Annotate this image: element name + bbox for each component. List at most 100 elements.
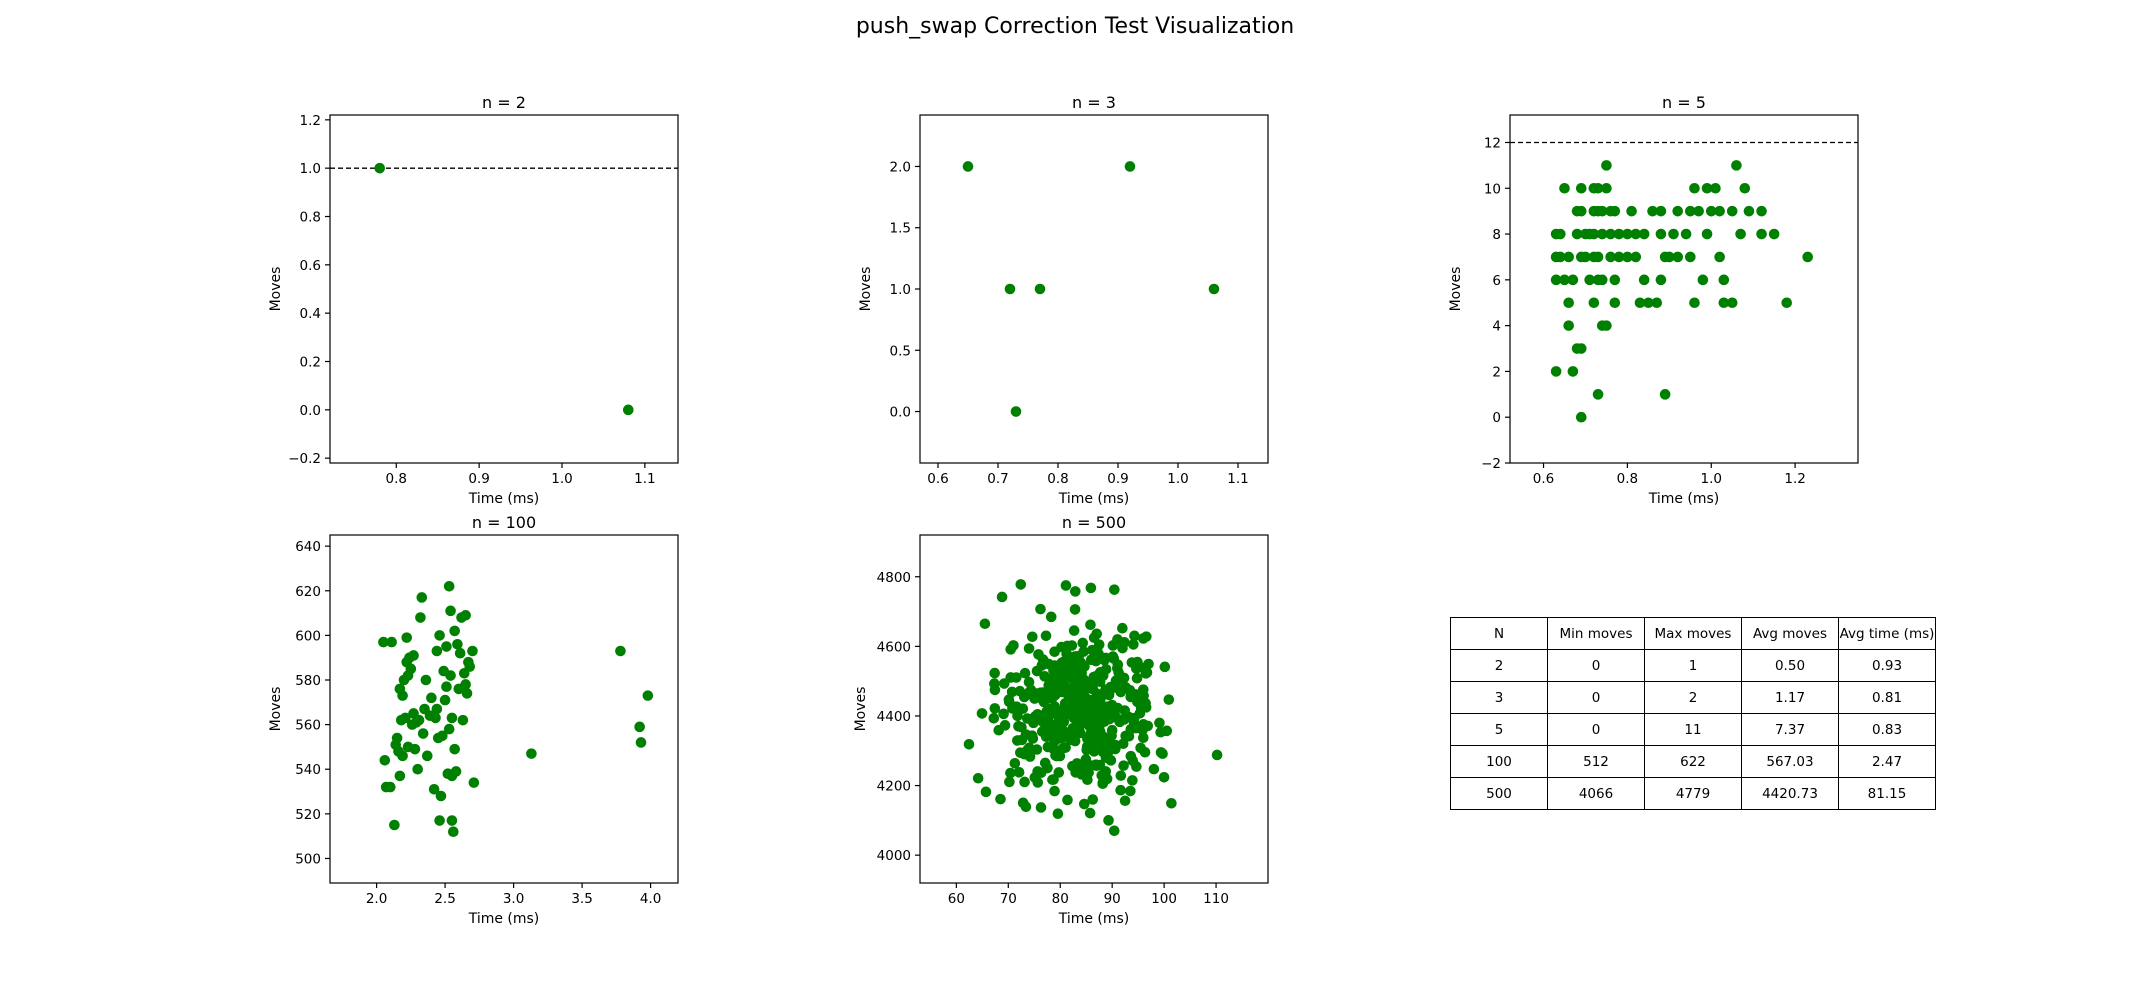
table-cell: 0 bbox=[1547, 713, 1645, 746]
y-tick-label: 1.2 bbox=[300, 113, 321, 129]
data-point bbox=[441, 641, 452, 652]
data-point bbox=[1117, 642, 1128, 654]
y-tick-label: 0 bbox=[1492, 410, 1501, 426]
data-point bbox=[457, 714, 469, 726]
table-cell: 7.37 bbox=[1741, 713, 1839, 746]
data-point bbox=[409, 743, 421, 755]
x-tick-label: 1.1 bbox=[634, 471, 655, 487]
data-point bbox=[1689, 297, 1700, 309]
data-point bbox=[1060, 580, 1072, 591]
data-point bbox=[1559, 182, 1570, 194]
data-point bbox=[989, 684, 1001, 696]
table-cell: 1.17 bbox=[1741, 681, 1839, 714]
data-point bbox=[450, 766, 462, 777]
data-point bbox=[1026, 631, 1038, 643]
data-point bbox=[417, 728, 429, 739]
table-cell: 512 bbox=[1547, 745, 1645, 778]
data-point bbox=[1131, 663, 1142, 674]
data-point bbox=[1048, 707, 1059, 719]
y-tick-label: 4400 bbox=[877, 709, 911, 725]
x-tick-label: 0.9 bbox=[1107, 471, 1128, 487]
data-point bbox=[1080, 694, 1092, 706]
y-tick-label: 0.2 bbox=[300, 355, 321, 371]
data-point bbox=[1060, 742, 1071, 753]
data-point bbox=[1555, 251, 1566, 263]
data-point bbox=[1020, 729, 1032, 740]
data-point bbox=[1124, 161, 1136, 172]
data-point bbox=[998, 678, 1010, 689]
y-tick-label: 560 bbox=[295, 718, 321, 734]
data-point bbox=[963, 738, 975, 750]
data-point bbox=[426, 692, 437, 704]
data-point bbox=[1588, 297, 1600, 309]
table-cell: 0.81 bbox=[1838, 681, 1936, 714]
data-point bbox=[1034, 687, 1046, 699]
y-axis-label: Moves bbox=[853, 687, 869, 732]
table-header-cell: Avg moves bbox=[1741, 617, 1839, 650]
data-point bbox=[1114, 716, 1126, 728]
data-point bbox=[1664, 251, 1675, 263]
data-point bbox=[461, 688, 473, 699]
table-cell: 567.03 bbox=[1741, 745, 1839, 778]
data-point bbox=[1626, 205, 1637, 217]
table-cell: 4066 bbox=[1547, 777, 1645, 810]
data-point bbox=[1113, 667, 1124, 678]
table-header-cell: Avg time (ms) bbox=[1838, 617, 1936, 650]
data-point bbox=[1005, 767, 1016, 779]
table-header-cell: N bbox=[1450, 617, 1548, 650]
data-point bbox=[1039, 671, 1050, 682]
data-point bbox=[1592, 251, 1604, 263]
data-point bbox=[1131, 761, 1142, 772]
data-point bbox=[1739, 182, 1751, 194]
data-point bbox=[434, 630, 445, 641]
x-tick-label: 90 bbox=[1104, 891, 1121, 907]
x-tick-label: 60 bbox=[948, 891, 965, 907]
data-point bbox=[430, 712, 441, 724]
data-point bbox=[1138, 732, 1149, 744]
data-point bbox=[386, 636, 397, 648]
data-point bbox=[412, 763, 423, 775]
data-point bbox=[995, 793, 1006, 805]
data-point bbox=[1756, 205, 1767, 217]
y-tick-label: 0.0 bbox=[300, 403, 321, 419]
data-point bbox=[1550, 274, 1562, 286]
data-point bbox=[1101, 703, 1112, 714]
data-point bbox=[1781, 297, 1793, 309]
data-point bbox=[1025, 684, 1037, 696]
data-point bbox=[1043, 658, 1054, 670]
data-point bbox=[635, 737, 647, 748]
data-point bbox=[1062, 794, 1073, 806]
data-point bbox=[1019, 667, 1031, 679]
data-point bbox=[460, 679, 471, 690]
data-point bbox=[615, 645, 626, 657]
data-point bbox=[1105, 755, 1117, 766]
data-point bbox=[1668, 228, 1679, 240]
data-point bbox=[1105, 682, 1117, 694]
table-cell: 500 bbox=[1450, 777, 1548, 810]
data-point bbox=[1563, 297, 1574, 309]
y-tick-label: 4800 bbox=[877, 570, 911, 586]
data-point bbox=[1701, 228, 1713, 240]
data-point bbox=[1017, 703, 1029, 715]
data-point bbox=[1693, 205, 1704, 217]
data-point bbox=[1140, 631, 1152, 642]
data-point bbox=[1070, 586, 1081, 597]
data-point bbox=[449, 743, 460, 755]
table-cell: 100 bbox=[1450, 745, 1548, 778]
data-point bbox=[1647, 205, 1658, 217]
data-point bbox=[1073, 681, 1084, 693]
data-point bbox=[1211, 749, 1223, 761]
data-point bbox=[1705, 205, 1717, 217]
data-point bbox=[416, 592, 428, 603]
plot-frame bbox=[329, 534, 679, 884]
data-point bbox=[1157, 748, 1168, 760]
data-point bbox=[394, 770, 406, 782]
data-point bbox=[1659, 389, 1671, 400]
scatter-points bbox=[378, 581, 654, 837]
data-point bbox=[1019, 776, 1030, 788]
data-point bbox=[435, 790, 447, 802]
data-point bbox=[1163, 694, 1175, 705]
data-point bbox=[1655, 274, 1667, 286]
y-tick-label: 10 bbox=[1484, 181, 1501, 197]
data-point bbox=[1053, 767, 1065, 778]
